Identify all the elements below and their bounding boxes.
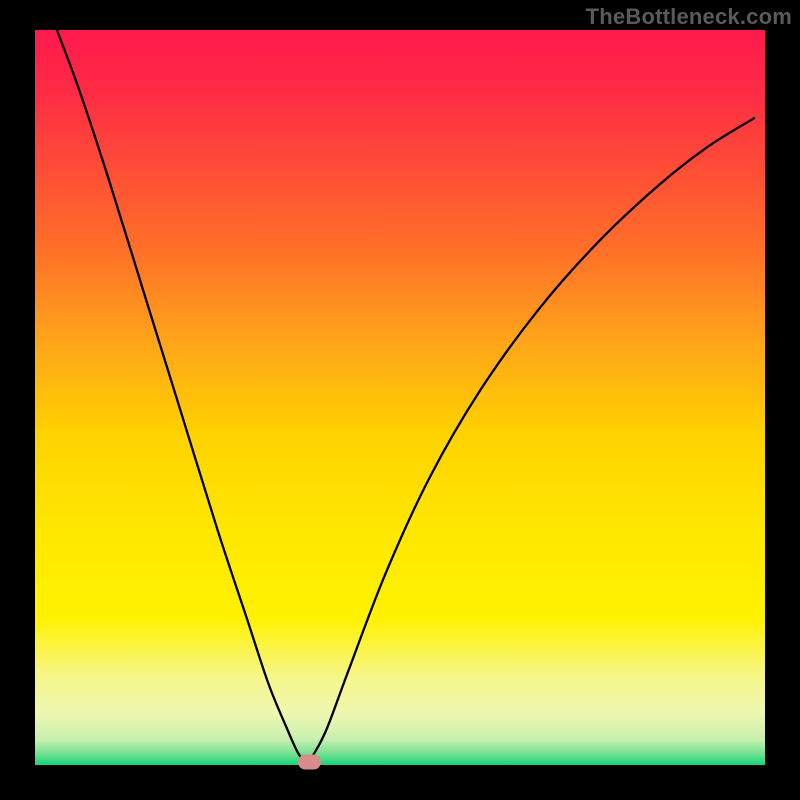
bottleneck-chart [0,0,800,800]
watermark-text: TheBottleneck.com [586,4,792,30]
chart-container: { "watermark": { "text": "TheBottleneck.… [0,0,800,800]
plot-background-gradient [35,30,765,765]
optimal-point-marker [298,755,320,769]
